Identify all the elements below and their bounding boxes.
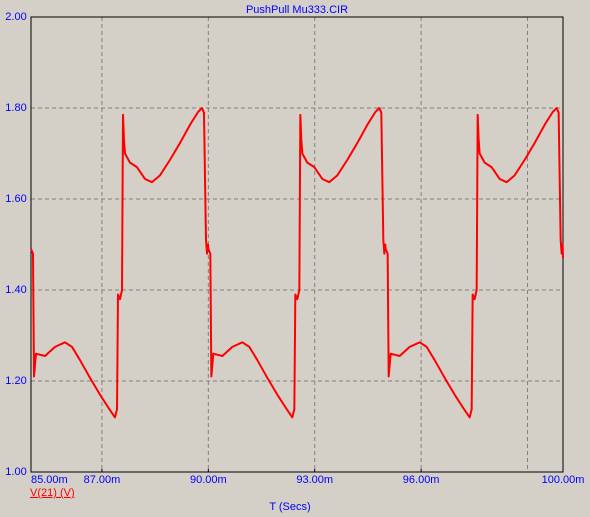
- series-line: [30, 107, 564, 419]
- x-tick-label: 100.00m: [542, 474, 585, 486]
- legend-entry: V(21) (V): [30, 487, 75, 499]
- y-tick-label: 1.80: [5, 102, 26, 114]
- x-tick-label: 87.00m: [84, 474, 121, 486]
- x-tick-label: 90.00m: [190, 474, 227, 486]
- y-tick-label: 1.00: [5, 466, 26, 478]
- x-axis-label: T (Secs): [269, 501, 310, 513]
- x-tick-label: 93.00m: [296, 474, 333, 486]
- y-tick-label: 1.40: [5, 284, 26, 296]
- y-tick-label: 1.20: [5, 375, 26, 387]
- x-tick-label: 85.00m: [31, 474, 68, 486]
- chart-title: PushPull Mu333.CIR: [246, 4, 348, 16]
- y-tick-label: 2.00: [5, 11, 26, 23]
- x-tick-label: 96.00m: [403, 474, 440, 486]
- y-tick-label: 1.60: [5, 193, 26, 205]
